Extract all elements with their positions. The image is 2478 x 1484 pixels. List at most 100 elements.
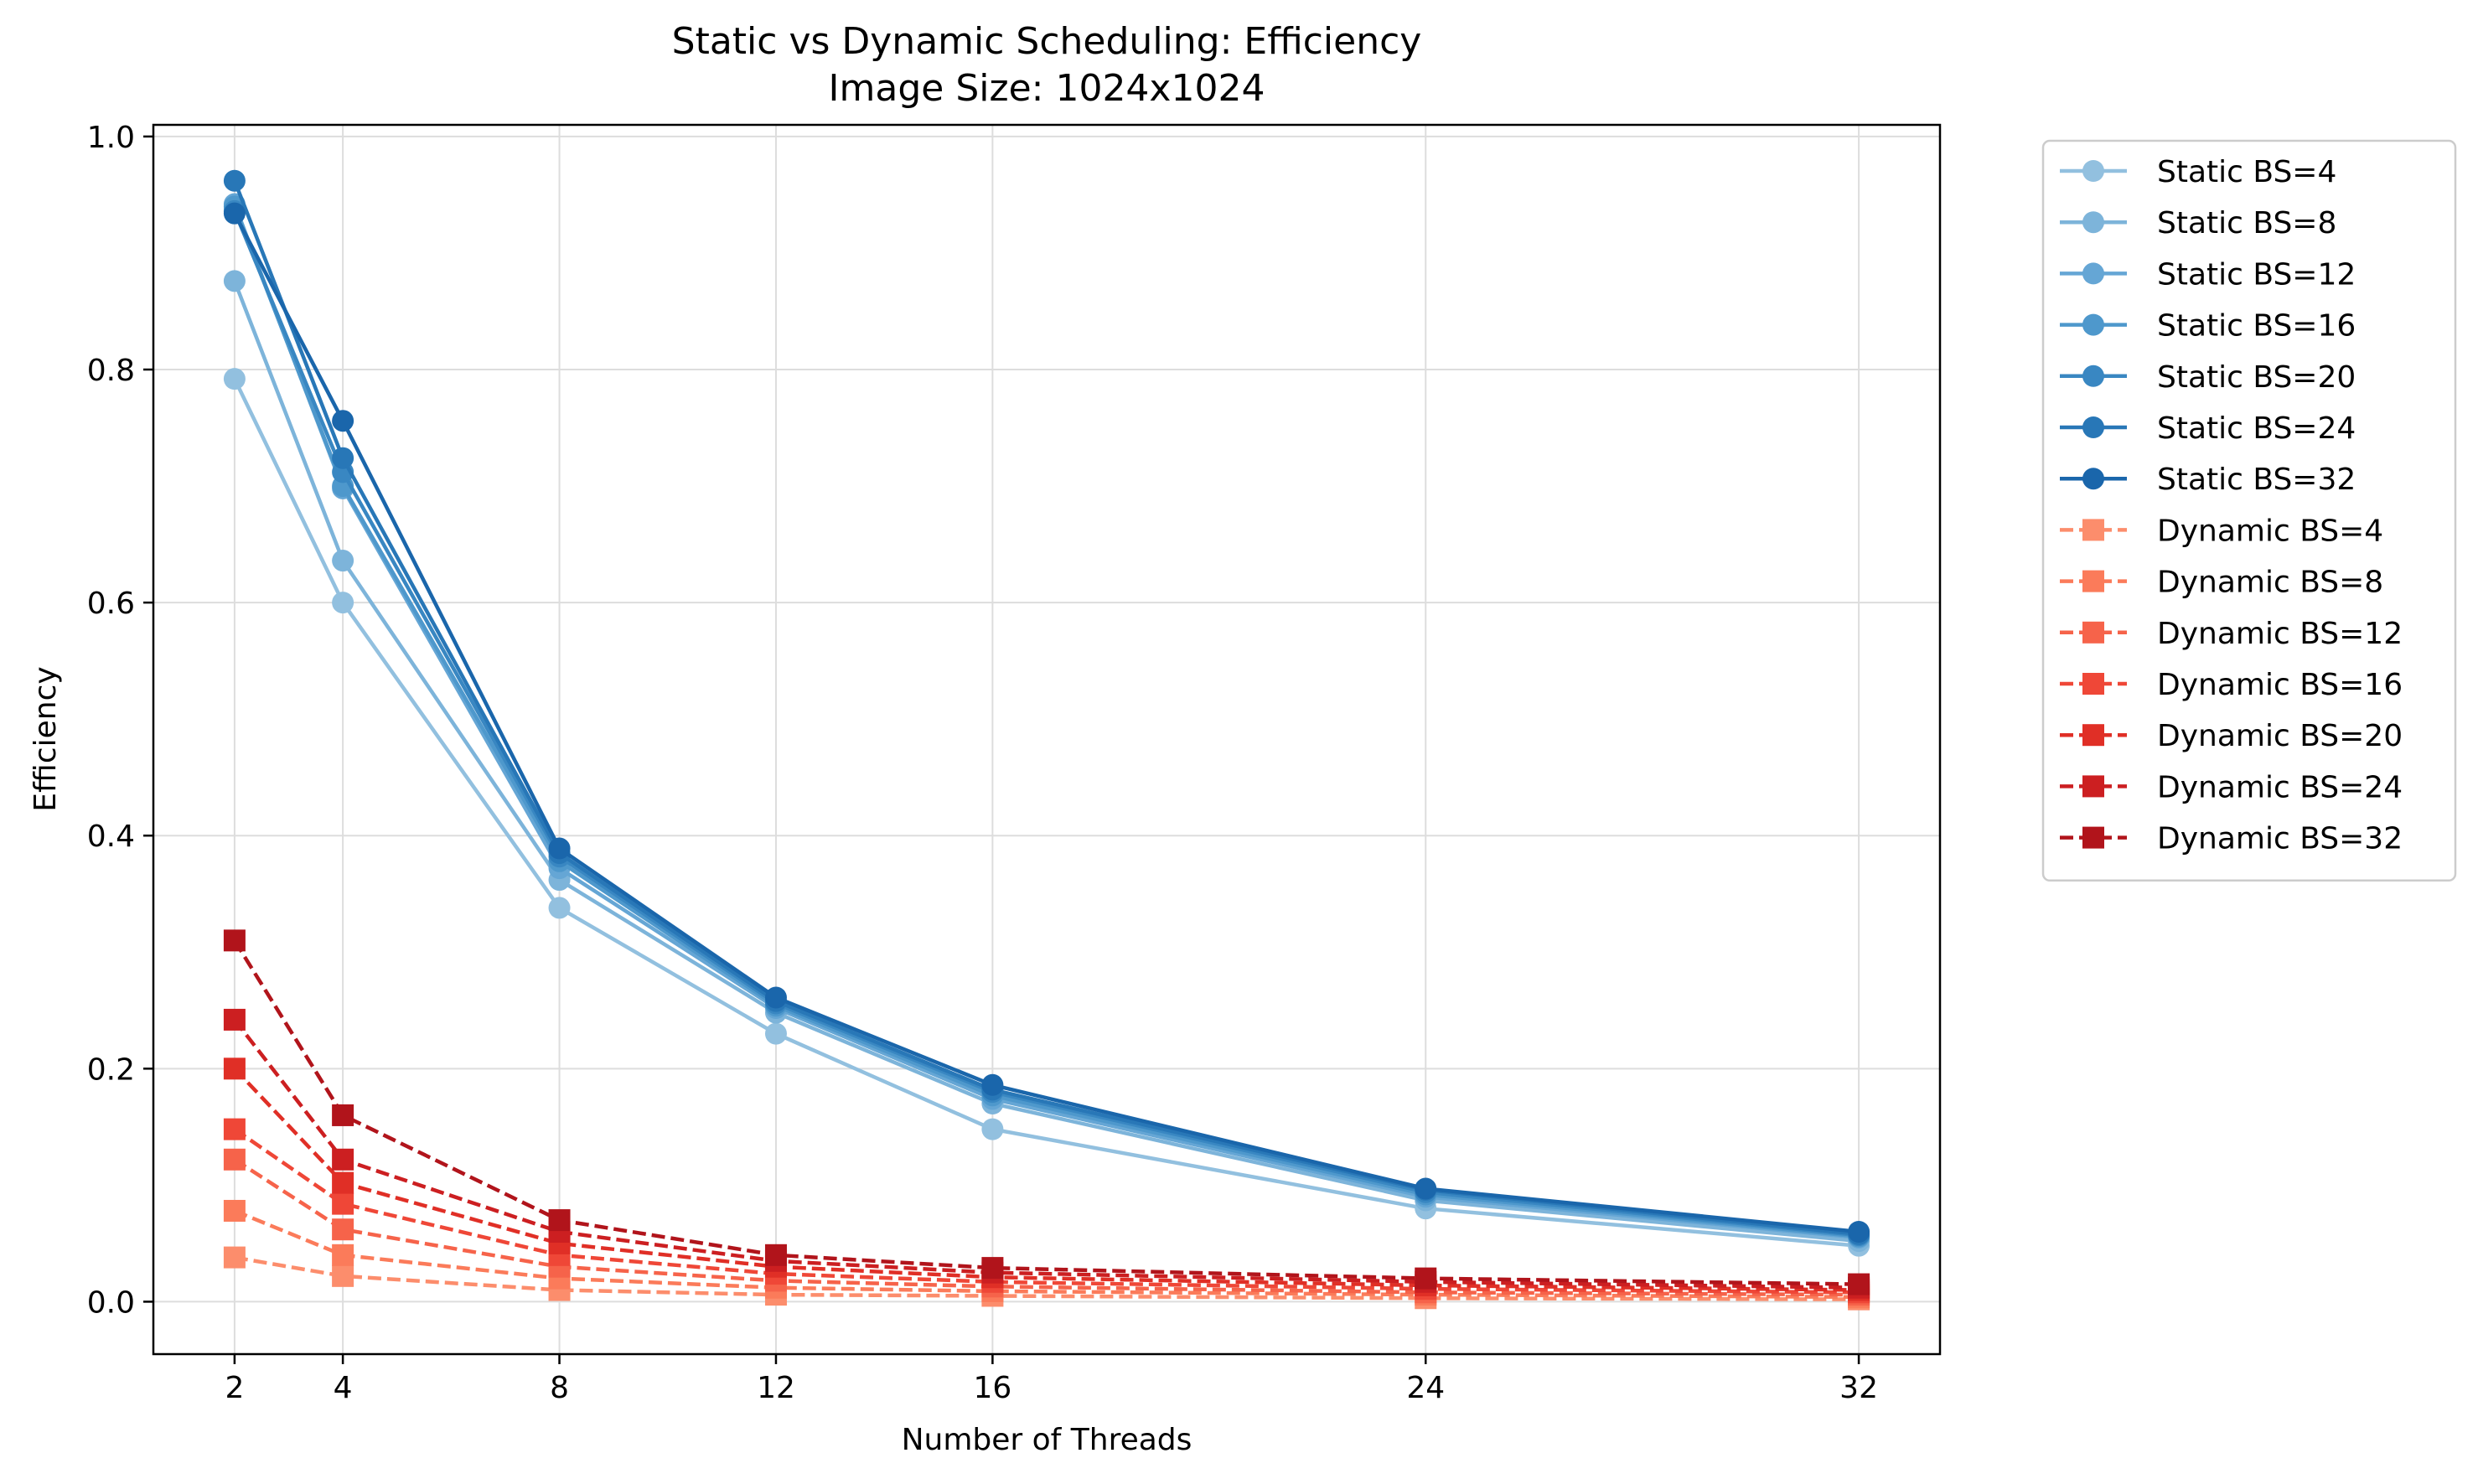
legend-entry: Static BS=32 [2060,463,2356,497]
legend-marker [2082,519,2104,541]
legend-label: Static BS=4 [2157,155,2336,189]
chart-title: Static vs Dynamic Scheduling: Efficiency [672,20,1422,63]
legend-marker [2082,724,2104,747]
data-point [1848,1220,1870,1243]
data-point [223,270,246,292]
legend-label: Static BS=20 [2157,360,2356,395]
legend-label: Static BS=32 [2157,463,2356,497]
x-tick-label: 24 [1406,1371,1445,1405]
data-point [332,592,354,614]
legend-marker [2082,416,2104,438]
data-point [223,1148,246,1171]
legend-marker [2082,365,2104,387]
legend-marker [2082,621,2104,644]
y-tick-label: 0.6 [87,587,135,621]
legend-entry: Dynamic BS=24 [2060,770,2403,804]
data-point [548,837,571,860]
data-point [332,1218,354,1241]
data-point [223,1057,246,1080]
data-point [332,1264,354,1287]
data-point [548,897,571,919]
data-point [764,1244,787,1266]
y-axis: 0.0 0.2 0.4 0.6 0.8 1.0 [87,121,153,1320]
data-point [548,1209,571,1232]
y-tick-label: 0.0 [87,1285,135,1320]
legend-label: Dynamic BS=24 [2157,770,2403,804]
data-point [332,1192,354,1215]
x-axis-label: Number of Threads [902,1423,1192,1457]
legend-entry: Static BS=16 [2060,309,2356,344]
y-axis-label: Efficiency [28,666,63,811]
data-point [223,202,246,225]
legend-label: Dynamic BS=32 [2157,822,2403,856]
legend-box [2041,139,2457,882]
data-point [332,1244,354,1266]
legend-entry: Dynamic BS=4 [2060,514,2383,548]
legend-entry: Dynamic BS=8 [2060,566,2383,600]
chart-subtitle: Image Size: 1024x1024 [829,67,1265,110]
legend-label: Dynamic BS=16 [2157,668,2403,702]
legend-marker [2082,160,2104,182]
legend-label: Dynamic BS=20 [2157,719,2403,753]
data-point [332,550,354,572]
x-tick-label: 12 [757,1371,795,1405]
legend-entry: Dynamic BS=32 [2060,822,2403,856]
data-point [332,1148,354,1171]
legend-entry: Dynamic BS=12 [2060,617,2403,651]
legend: Static BS=4 Static BS=8 Static BS=12 Static… [2041,139,2457,882]
data-point [223,1008,246,1031]
data-point [981,1257,1004,1280]
series-static-bs-32 [223,202,1870,1243]
y-tick-label: 1.0 [87,121,135,155]
legend-label: Dynamic BS=8 [2157,566,2383,600]
data-point [223,1199,246,1222]
data-point [1848,1273,1870,1295]
data-point [332,447,354,469]
legend-marker [2082,211,2104,234]
data-point [1415,1177,1437,1200]
data-point [332,410,354,432]
data-point [223,1118,246,1140]
data-point [981,1118,1004,1140]
y-tick-label: 0.2 [87,1052,135,1087]
legend-marker [2082,775,2104,798]
legend-label: Dynamic BS=12 [2157,617,2403,651]
plot-frame [152,123,1942,1356]
x-tick-label: 8 [550,1371,569,1405]
legend-entry: Static BS=24 [2060,411,2356,446]
legend-marker [2082,570,2104,592]
grid-lines [153,125,1940,1354]
data-point [1415,1267,1437,1290]
legend-marker [2082,313,2104,336]
legend-entry: Static BS=4 [2060,155,2336,189]
y-tick-label: 0.8 [87,354,135,388]
x-axis: 2 4 8 12 16 24 32 [225,1354,1878,1405]
legend-marker [2082,468,2104,490]
legend-entry: Dynamic BS=16 [2060,668,2403,702]
series-dynamic-bs-32 [223,929,1870,1295]
data-point [332,1171,354,1194]
legend-label: Static BS=24 [2157,411,2356,446]
x-tick-label: 32 [1839,1371,1878,1405]
data-point [332,1104,354,1126]
y-tick-label: 0.4 [87,820,135,854]
x-tick-label: 16 [973,1371,1011,1405]
legend-entry: Static BS=8 [2060,206,2336,240]
data-point [223,169,246,192]
legend-label: Static BS=12 [2157,257,2356,292]
data-point [764,986,787,1009]
data-point [223,368,246,390]
data-point [981,1073,1004,1096]
legend-marker [2082,673,2104,695]
legend-label: Dynamic BS=4 [2157,514,2383,548]
data-point [223,1246,246,1269]
legend-label: Static BS=16 [2157,309,2356,344]
x-tick-label: 2 [225,1371,244,1405]
legend-entry: Static BS=20 [2060,360,2356,395]
data-point [764,1022,787,1045]
data-point [223,929,246,952]
legend-entry: Static BS=12 [2060,257,2356,292]
series-layer [223,169,1870,1311]
legend-label: Static BS=8 [2157,206,2336,240]
